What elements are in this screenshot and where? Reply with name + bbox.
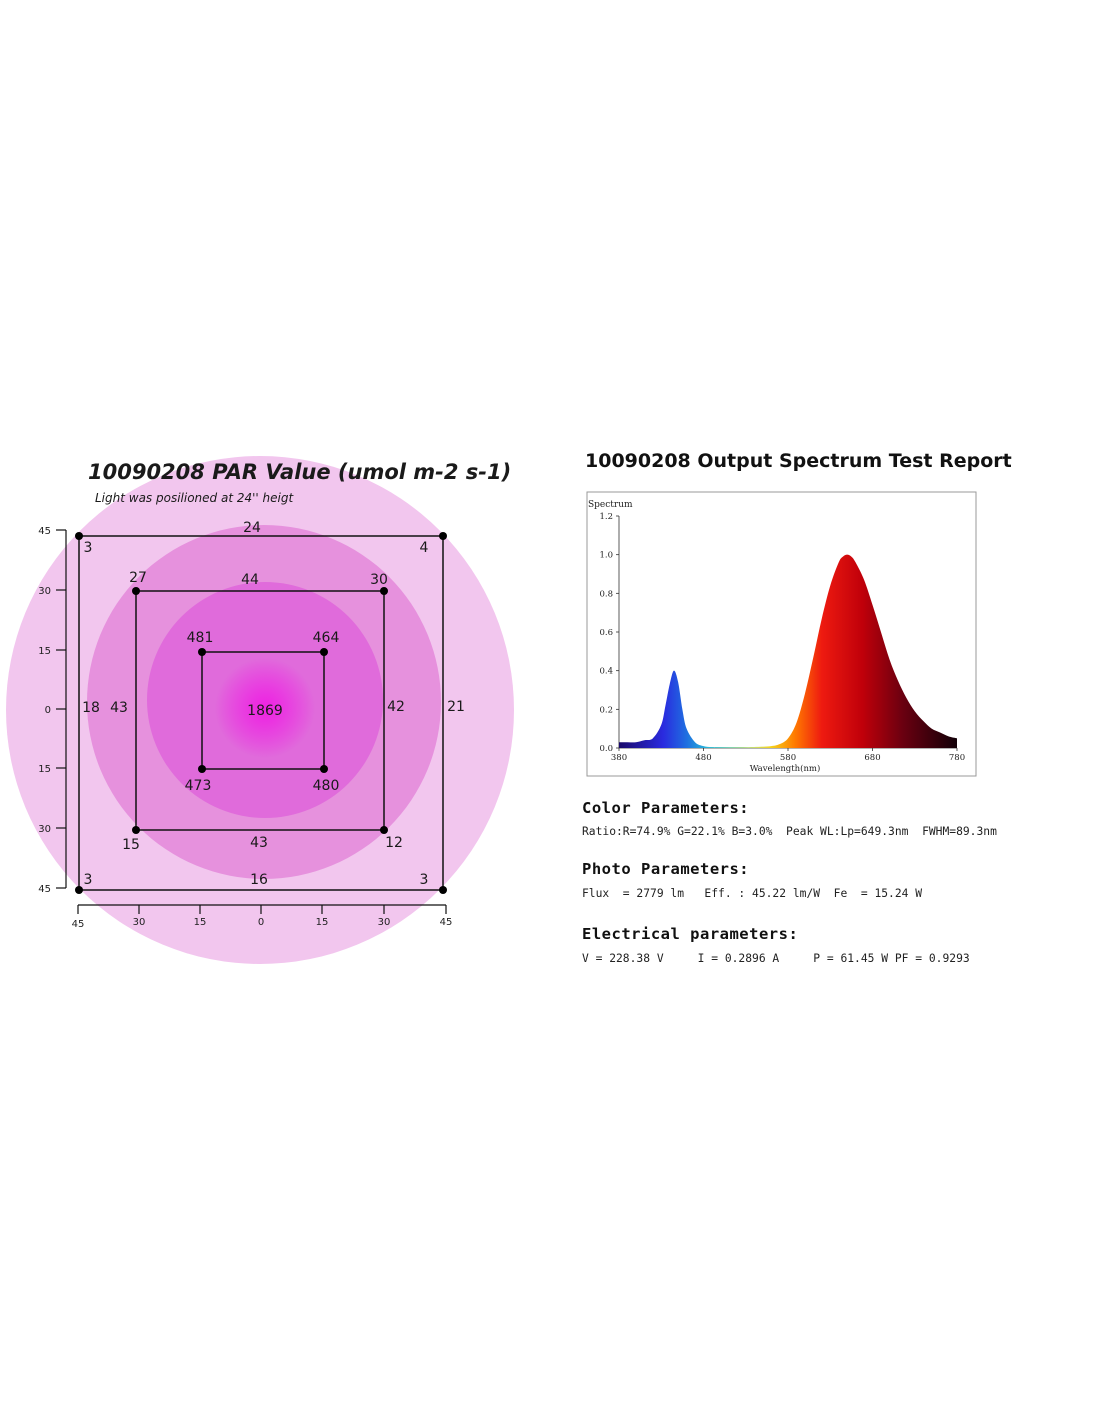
middle-bl-value: 15 [122,837,140,853]
middle-square [135,590,385,831]
inner-bl-value: 473 [185,778,212,794]
spectrum-title: 10090208 Output Spectrum Test Report [585,450,1012,472]
y-tick-label: 30 [38,586,51,597]
x-tick-label: 15 [194,917,207,928]
y-tick-label: 0 [45,705,51,716]
y-tick-label: 0.4 [599,667,613,677]
middle-br-value: 12 [385,835,403,851]
x-tick-label: 0 [258,917,264,928]
inner-tl-value: 481 [187,630,214,646]
middle-top-value: 44 [241,572,259,588]
x-tick-label: 580 [780,753,796,763]
y-tick-label: 1.2 [599,512,613,522]
y-tick-label: 0.6 [599,628,613,638]
par-title: 10090208 PAR Value (umol m-2 s-1) [88,460,512,484]
dot-inner-tl [198,648,206,656]
x-axis-label: Wavelength(nm) [750,763,821,774]
outer-br-value: 3 [420,872,429,888]
x-tick-label: 480 [695,753,711,763]
dot-middle-tr [380,587,388,595]
y-axis [56,529,67,889]
spectrum-chart: Spectrum 0.0 0.2 0.4 0.6 0.8 1.0 1.2 380 480 580… [586,491,977,777]
outer-square [78,535,444,891]
dot-middle-tl [132,587,140,595]
par-map: 45 30 15 0 15 30 45 45 30 15 0 15 30 45 … [6,456,514,964]
x-axis [77,904,447,914]
middle-right-value: 42 [387,699,405,715]
dot-middle-bl [132,826,140,834]
outer-top-value: 24 [243,520,261,536]
y-tick-label: 45 [38,526,51,537]
photo-params-heading: Photo Parameters: [582,860,750,878]
inner-square [201,651,325,770]
color-params-heading: Color Parameters: [582,799,750,817]
spectrum-area [619,554,957,748]
outer-bl-value: 3 [84,872,93,888]
x-tick-label: 30 [378,917,391,928]
dot-outer-br [439,886,447,894]
electrical-heading: Electrical parameters: [582,925,799,943]
outer-tr-value: 4 [420,540,429,556]
x-tick-label: 15 [316,917,329,928]
dot-middle-br [380,826,388,834]
x-tick-label: 30 [133,917,146,928]
y-ticks: 0.0 0.2 0.4 0.6 0.8 1.0 1.2 [599,512,619,754]
y-tick-label: 45 [38,884,51,895]
y-tick-label: 15 [38,764,51,775]
middle-tl-value: 27 [129,570,147,586]
y-tick-label: 0.2 [599,705,613,715]
dot-inner-bl [198,765,206,773]
dot-inner-br [320,765,328,773]
x-tick-label: 680 [864,753,880,763]
photo-params-line: Flux = 2779 lm Eff. : 45.22 lm/W Fe = 15… [582,887,923,900]
x-tick-label: 380 [611,753,627,763]
y-tick-label: 0.0 [599,744,613,754]
outer-bottom-value: 16 [250,872,268,888]
electrical-line: V = 228.38 V I = 0.2896 A P = 61.45 W PF… [582,952,970,965]
par-subtitle: Light was posilioned at 24'' heigt [95,491,294,505]
outer-tl-value: 3 [84,540,93,556]
hotspot-glow [215,658,315,758]
middle-tr-value: 30 [370,572,388,588]
y-tick-label: 1.0 [599,551,613,561]
x-ticks: 380 480 580 680 780 [611,748,965,763]
corner-dots [75,532,447,894]
middle-bottom-value: 43 [250,835,268,851]
chart-label: Spectrum [588,500,633,510]
inner-tr-value: 464 [313,630,340,646]
dot-outer-tl [75,532,83,540]
x-tick-label: 45 [72,919,85,930]
outer-right-value: 21 [447,699,465,715]
middle-left-value: 43 [110,700,128,716]
center-value: 1869 [247,703,283,719]
dot-outer-bl [75,886,83,894]
dot-inner-tr [320,648,328,656]
outer-left-value: 18 [82,700,100,716]
y-tick-label: 0.8 [599,589,613,599]
y-tick-label: 15 [38,646,51,657]
inner-br-value: 480 [313,778,340,794]
x-tick-label: 45 [440,917,453,928]
y-tick-label: 30 [38,824,51,835]
x-tick-label: 780 [949,753,965,763]
color-params-line: Ratio:R=74.9% G=22.1% B=3.0% Peak WL:Lp=… [582,825,997,838]
dot-outer-tr [439,532,447,540]
